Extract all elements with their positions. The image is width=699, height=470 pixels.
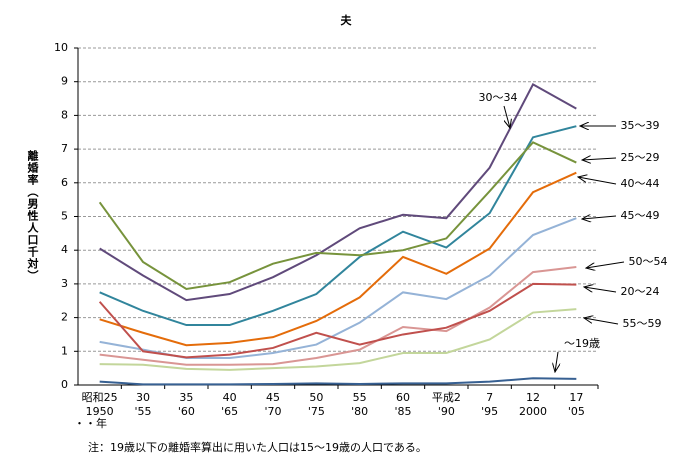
label-arrow xyxy=(586,261,625,268)
series-label: 30～34 xyxy=(479,91,518,104)
x-tick-label: 30 xyxy=(136,391,150,404)
y-tick-label: 3 xyxy=(61,277,68,290)
series-label: 55～59 xyxy=(623,317,662,330)
series-line xyxy=(99,377,577,386)
x-tick-label: '05 xyxy=(568,405,585,418)
series-line xyxy=(99,171,577,347)
label-arrow xyxy=(582,216,617,219)
y-tick-label: 0 xyxy=(61,378,68,391)
label-arrow xyxy=(584,287,617,293)
y-axis-label: 離婚率（男性人口千対） xyxy=(26,149,40,282)
x-tick-label: '80 xyxy=(351,405,368,418)
x-tick-label: '65 xyxy=(221,405,238,418)
x-tick-label: 1950 xyxy=(86,405,114,418)
x-tick-label: 35 xyxy=(179,391,193,404)
x-tick-label: 7 xyxy=(486,391,493,404)
x-tick-label: 55 xyxy=(353,391,367,404)
x-axis-label: ・・年 xyxy=(74,416,107,430)
label-arrow xyxy=(584,318,619,325)
series-line xyxy=(99,266,577,366)
x-tick-label: 平成2 xyxy=(432,391,461,404)
y-tick-label: 1 xyxy=(61,344,68,357)
y-tick-label: 9 xyxy=(61,75,68,88)
series-line xyxy=(98,141,577,291)
note: 注：19歳以下の離婚率算出に用いた人口は15～19歳の人口である。 xyxy=(88,440,427,454)
x-tick-label: '95 xyxy=(481,405,498,418)
series-line xyxy=(98,282,577,359)
x-tick-label: '55 xyxy=(134,405,151,418)
x-tick-label: '90 xyxy=(438,405,455,418)
x-tick-label: 40 xyxy=(223,391,237,404)
label-arrow xyxy=(555,351,558,372)
x-tick-label: '60 xyxy=(178,405,195,418)
x-tick-label: 2000 xyxy=(519,405,547,418)
y-tick-label: 4 xyxy=(61,243,68,256)
y-tick-label: 8 xyxy=(61,108,68,121)
series-line xyxy=(99,83,577,302)
y-tick-label: 2 xyxy=(61,311,68,324)
series-label: 35～39 xyxy=(621,119,660,132)
chart-title: 夫 xyxy=(341,13,353,27)
series-label: 45～49 xyxy=(621,209,660,222)
x-tick-label: 50 xyxy=(309,391,323,404)
label-arrow xyxy=(503,105,510,128)
x-tick-label: '70 xyxy=(264,405,281,418)
series-line xyxy=(99,308,577,371)
series-label: 20～24 xyxy=(621,285,660,298)
label-arrow xyxy=(582,158,617,160)
y-tick-label: 7 xyxy=(61,142,68,155)
label-arrow xyxy=(578,177,617,185)
series-label: ～19歳 xyxy=(564,337,600,350)
series-label: 50～54 xyxy=(629,255,668,268)
x-tick-label: 60 xyxy=(396,391,410,404)
y-tick-label: 6 xyxy=(61,176,68,189)
y-tick-label: 10 xyxy=(54,41,68,54)
series-line xyxy=(99,125,577,327)
series-label: 25～29 xyxy=(621,151,660,164)
x-tick-label: 12 xyxy=(526,391,540,404)
x-tick-label: 17 xyxy=(569,391,583,404)
x-tick-label: '75 xyxy=(308,405,325,418)
y-tick-label: 5 xyxy=(61,210,68,223)
x-tick-label: '85 xyxy=(394,405,411,418)
x-tick-label: 45 xyxy=(266,391,280,404)
series-label: 40～44 xyxy=(621,177,660,190)
x-tick-label: 昭和25 xyxy=(82,391,118,404)
series-line xyxy=(99,217,577,360)
